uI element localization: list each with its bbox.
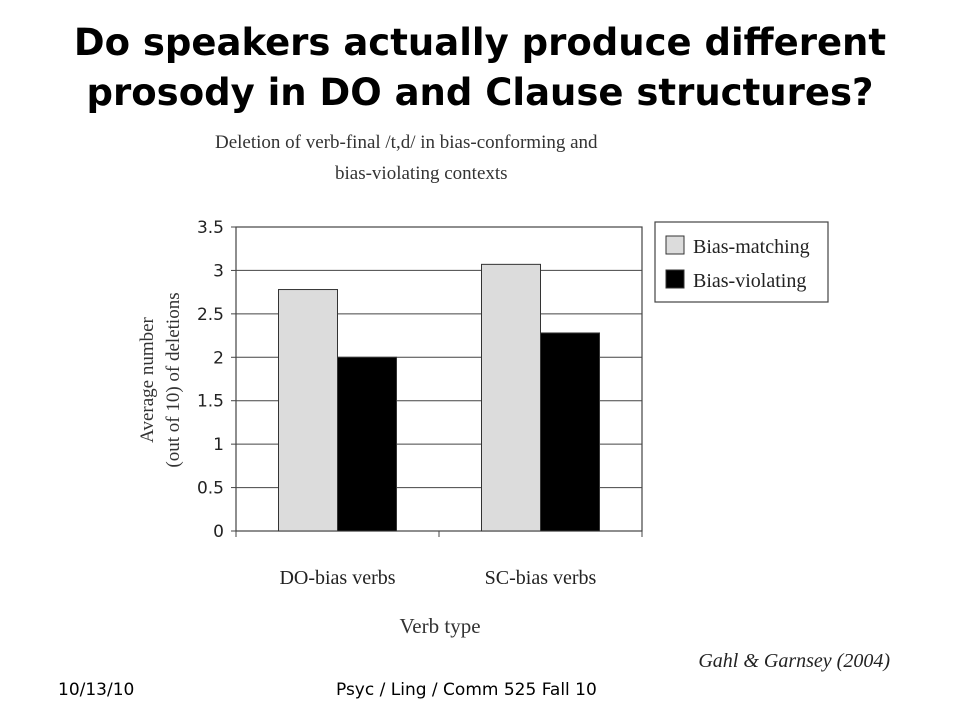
y-tick-label: 2	[213, 348, 224, 368]
y-axis-label-line-2: (out of 10) of deletions	[163, 292, 184, 467]
bar-bias-matching-2	[481, 263, 541, 532]
chart-title-line-2: bias-violating contexts	[335, 163, 508, 184]
slide-title-line-1: Do speakers actually produce different	[73, 21, 887, 64]
chart-legend: Bias-matching Bias-violating	[654, 221, 829, 303]
slide-title: Do speakers actually produce different p…	[0, 18, 960, 118]
bar-bias-violating-1	[337, 356, 397, 532]
x-axis-label: Verb type	[399, 614, 480, 638]
y-tick-label: 3	[213, 261, 224, 281]
citation: Gahl & Garnsey (2004)	[698, 650, 890, 672]
y-tick-label: 2.5	[197, 305, 224, 325]
chart-title-line-1: Deletion of verb-final /t,d/ in bias-con…	[215, 132, 598, 153]
footer-course: Psyc / Ling / Comm 525 Fall 10	[336, 680, 597, 700]
legend-label: Bias-matching	[693, 236, 810, 258]
legend-swatch	[665, 235, 685, 255]
legend-label: Bias-violating	[693, 270, 806, 292]
footer-date: 10/13/10	[58, 680, 135, 700]
legend-frame	[654, 221, 829, 303]
y-tick-label: 3.5	[197, 218, 224, 238]
y-tick-label: 0.5	[197, 479, 224, 499]
x-category-label: DO-bias verbs	[279, 567, 395, 589]
plot-area: 0 0.5 1 1.5 2 2.5 3 3.5 DO-bias verbs SC-bias ver…	[197, 218, 643, 589]
x-category-label: SC-bias verbs	[485, 567, 597, 589]
bar-bias-violating-2	[540, 332, 600, 532]
bar-bias-matching-1	[278, 289, 338, 532]
y-tick-label: 1	[213, 435, 224, 455]
slide-title-line-2: prosody in DO and Clause structures?	[86, 71, 874, 114]
legend-swatch	[665, 269, 685, 289]
y-tick-label: 0	[213, 522, 224, 542]
y-tick-label: 1.5	[197, 392, 224, 412]
y-axis-label-line-1: Average number	[137, 316, 158, 442]
